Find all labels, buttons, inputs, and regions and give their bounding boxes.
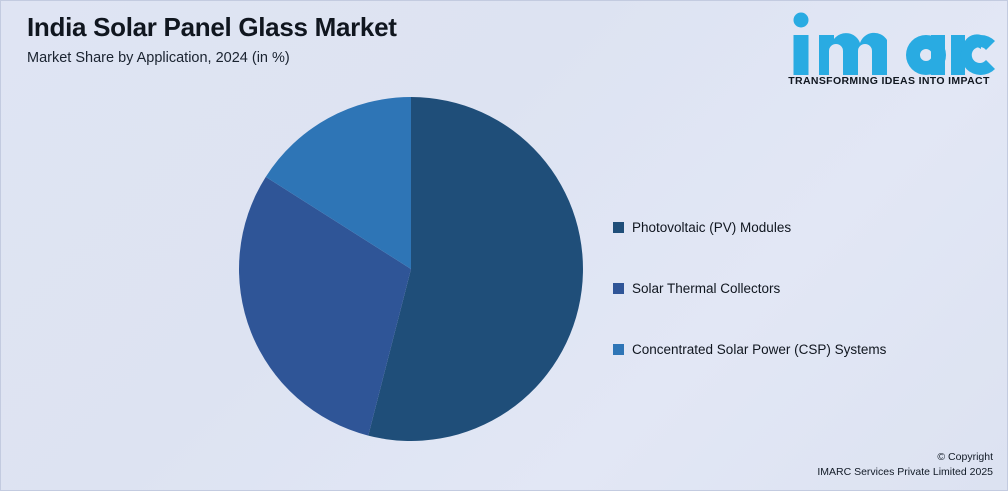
logo-mark bbox=[783, 11, 995, 75]
pie-slice-group bbox=[239, 97, 583, 441]
copyright-line-2: IMARC Services Private Limited 2025 bbox=[817, 465, 993, 478]
chart-subtitle: Market Share by Application, 2024 (in %) bbox=[27, 49, 290, 66]
page-title: India Solar Panel Glass Market bbox=[27, 12, 397, 42]
legend-swatch-icon bbox=[613, 344, 624, 355]
legend-item-concentrated-solar-power-csp-systems[interactable]: Concentrated Solar Power (CSP) Systems bbox=[613, 319, 983, 380]
legend-item-label: Photovoltaic (PV) Modules bbox=[632, 219, 792, 235]
imarc-logo: TRANSFORMING IDEAS INTO IMPACT bbox=[783, 11, 995, 87]
copyright-footer: © Copyright IMARC Services Private Limit… bbox=[817, 450, 993, 480]
legend-item-photovoltaic-pv-modules[interactable]: Photovoltaic (PV) Modules bbox=[613, 197, 983, 258]
logo-tagline: TRANSFORMING IDEAS INTO IMPACT bbox=[788, 75, 990, 87]
legend-item-solar-thermal-collectors[interactable]: Solar Thermal Collectors bbox=[613, 258, 983, 319]
pie-slice[interactable] bbox=[265, 97, 411, 269]
legend-item-label: Solar Thermal Collectors bbox=[632, 280, 781, 296]
pie-chart-svg bbox=[239, 97, 583, 441]
pie-slice[interactable] bbox=[239, 176, 411, 436]
legend-swatch-icon bbox=[613, 222, 624, 233]
copyright-line-1: © Copyright bbox=[937, 450, 993, 463]
chart-legend: Photovoltaic (PV) Modules Solar Thermal … bbox=[613, 197, 983, 380]
legend-item-label: Concentrated Solar Power (CSP) Systems bbox=[632, 341, 887, 357]
pie-slice[interactable] bbox=[368, 97, 583, 441]
legend-swatch-icon bbox=[613, 283, 624, 294]
imarc-wordmark-icon bbox=[793, 12, 995, 75]
chart-header: India Solar Panel Glass Market Market Sh… bbox=[27, 12, 647, 67]
pie-chart bbox=[239, 97, 583, 441]
